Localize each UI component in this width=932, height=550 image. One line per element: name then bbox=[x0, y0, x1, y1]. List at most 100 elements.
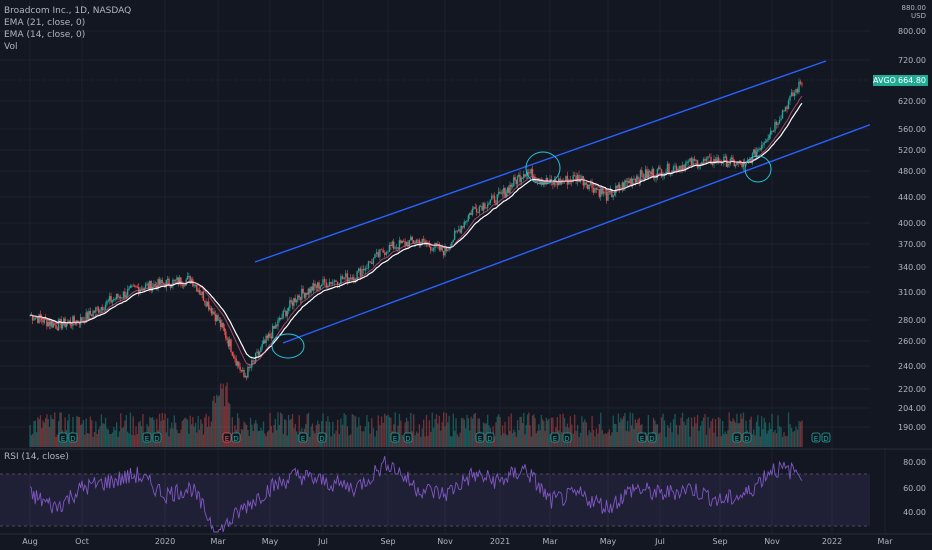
volume-bar bbox=[701, 421, 703, 447]
volume-bar bbox=[371, 418, 373, 447]
volume-bar bbox=[85, 418, 87, 447]
ticker-badge: AVGO bbox=[873, 75, 896, 86]
candle-body bbox=[619, 184, 621, 189]
volume-bar bbox=[637, 419, 639, 447]
candle-body bbox=[452, 239, 454, 242]
volume-bar bbox=[204, 417, 206, 447]
volume-bar bbox=[328, 421, 331, 447]
volume-bar bbox=[413, 414, 415, 447]
volume-bar bbox=[619, 422, 621, 447]
candle-body bbox=[411, 236, 413, 241]
candle-body bbox=[150, 280, 152, 291]
earnings-marker-box bbox=[152, 432, 162, 443]
volume-bar bbox=[771, 414, 773, 447]
candle-body bbox=[385, 252, 388, 255]
candle-body bbox=[154, 284, 157, 286]
volume-bar bbox=[543, 421, 545, 447]
candle-body bbox=[556, 182, 558, 186]
candle-body bbox=[638, 179, 640, 183]
candle-body bbox=[270, 336, 273, 339]
price-candles bbox=[29, 78, 803, 381]
candle-body bbox=[349, 277, 352, 280]
candle-body bbox=[568, 179, 570, 185]
volume-bar bbox=[587, 435, 589, 447]
volume-bar bbox=[781, 436, 784, 447]
candle-body bbox=[330, 281, 332, 285]
price-axis[interactable]: 800.00 720.00 620.00 560.00 520.00 480.00 440.… bbox=[870, 0, 932, 448]
candle-body bbox=[391, 241, 393, 246]
earnings-marker-label: E bbox=[61, 435, 65, 443]
volume-bar bbox=[431, 412, 433, 447]
candle-body bbox=[189, 275, 191, 284]
candle-body bbox=[404, 241, 406, 246]
volume-bar bbox=[372, 428, 375, 447]
time-tick-label: 2020 bbox=[155, 537, 175, 546]
time-axis[interactable]: Aug Oct 2020 Mar May Jul Sep Nov 2021 Mar May Jul Se… bbox=[0, 533, 932, 546]
candle-body bbox=[104, 304, 107, 310]
candle-body bbox=[581, 176, 583, 179]
candle-body bbox=[208, 301, 210, 310]
candle-body bbox=[147, 283, 150, 289]
volume-bar bbox=[209, 426, 211, 447]
candle-body bbox=[323, 279, 326, 283]
volume-bar bbox=[425, 414, 428, 447]
volume-bar bbox=[690, 417, 693, 447]
candle-body bbox=[459, 229, 461, 233]
volume-bar bbox=[668, 427, 670, 447]
volume-bar bbox=[603, 434, 605, 447]
volume-bar bbox=[93, 431, 96, 447]
earnings-marker-label: D bbox=[70, 435, 75, 443]
volume-bar bbox=[124, 420, 126, 447]
volume-bar bbox=[647, 414, 649, 447]
candle-body bbox=[80, 317, 82, 325]
candle-body bbox=[799, 81, 802, 84]
candle-body bbox=[229, 339, 231, 347]
candle-body bbox=[445, 247, 448, 251]
volume-bar bbox=[708, 428, 711, 447]
candle-body bbox=[612, 195, 614, 198]
volume-bar bbox=[310, 426, 312, 447]
volume-bar bbox=[364, 426, 366, 447]
candle-body bbox=[213, 311, 215, 315]
time-tick-label: Mar bbox=[542, 537, 558, 546]
candle-body bbox=[282, 310, 284, 318]
candle-body bbox=[177, 277, 179, 285]
volume-bar bbox=[594, 436, 596, 447]
pivot-circles[interactable] bbox=[271, 151, 772, 359]
volume-bar bbox=[783, 432, 785, 447]
candle-body bbox=[760, 145, 763, 150]
candle-body bbox=[132, 285, 134, 287]
price-tick-label: 370.00 bbox=[898, 240, 926, 249]
candle-body bbox=[467, 215, 470, 221]
candle-body bbox=[509, 184, 511, 193]
volume-bar bbox=[796, 429, 799, 447]
candle-body bbox=[646, 169, 648, 178]
volume-bar bbox=[274, 418, 276, 447]
candle-body bbox=[161, 280, 163, 283]
candle-body bbox=[708, 156, 711, 158]
candle-body bbox=[768, 135, 771, 139]
time-tick-label: Sep bbox=[380, 537, 395, 546]
volume-bar bbox=[76, 415, 78, 447]
candle-body bbox=[336, 281, 339, 285]
candle-body bbox=[587, 184, 589, 190]
candle-body bbox=[680, 165, 682, 170]
candle-body bbox=[753, 149, 755, 154]
volume-label: Vol bbox=[4, 42, 18, 52]
channel-upper-line[interactable] bbox=[254, 60, 827, 263]
candle-body bbox=[503, 188, 505, 194]
candle-body bbox=[624, 180, 626, 189]
volume-bar bbox=[732, 418, 734, 447]
volume-bar bbox=[795, 426, 797, 447]
candle-body bbox=[227, 339, 230, 347]
candle-body bbox=[257, 351, 259, 356]
candle-body bbox=[129, 285, 132, 288]
candle-body bbox=[133, 285, 136, 287]
channel-lower-line[interactable] bbox=[282, 120, 881, 344]
volume-bar bbox=[196, 432, 198, 447]
volume-bar bbox=[761, 416, 763, 447]
volume-bar bbox=[84, 434, 86, 447]
volume-bar bbox=[525, 424, 527, 447]
volume-bar bbox=[454, 430, 456, 447]
